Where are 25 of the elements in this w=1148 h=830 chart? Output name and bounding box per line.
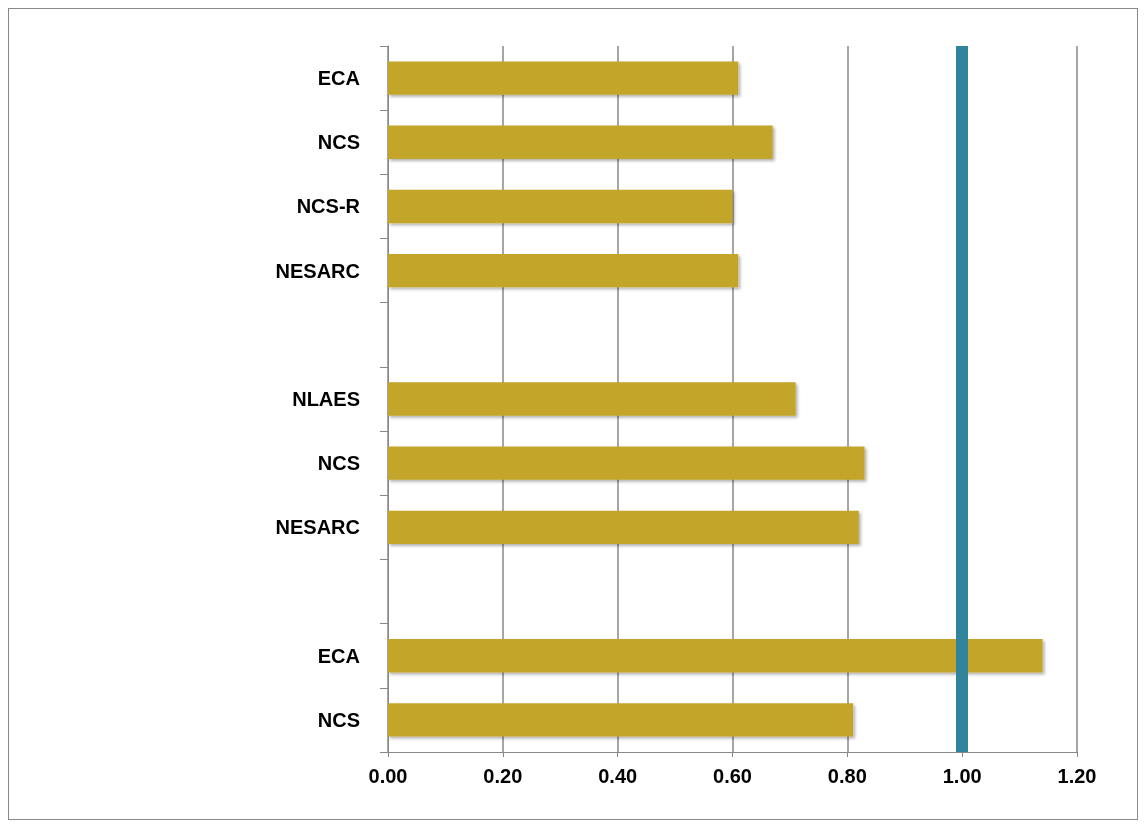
y-tick-label: NCS xyxy=(317,131,360,154)
bar xyxy=(388,639,1043,673)
y-tick-label: NLAES xyxy=(292,388,360,410)
y-tick-label: ECA xyxy=(317,644,360,667)
x-tick-label: 1.00 xyxy=(942,765,982,787)
x-tick-label: 0.60 xyxy=(713,765,752,787)
y-tick-label: NCS xyxy=(317,708,360,731)
x-tick-label: 1.20 xyxy=(1057,765,1097,787)
bar xyxy=(388,382,796,416)
x-tick-label: 0.80 xyxy=(827,765,867,787)
bar xyxy=(388,125,773,159)
x-tick-label: 0.20 xyxy=(483,765,523,787)
y-tick-label: NESARC xyxy=(275,516,360,539)
bar xyxy=(388,253,739,288)
x-tick-label: 0.00 xyxy=(368,765,408,787)
bar xyxy=(388,703,854,737)
y-tick-label: NCS-R xyxy=(296,195,361,218)
bar xyxy=(388,510,859,545)
bar xyxy=(388,189,733,224)
bar xyxy=(388,61,739,95)
x-tick-label: 0.40 xyxy=(598,765,638,787)
y-tick-label: ECA xyxy=(317,67,360,90)
y-tick-label: NESARC xyxy=(275,259,360,282)
y-tick-label: NCS xyxy=(317,452,360,475)
bar xyxy=(388,446,865,480)
